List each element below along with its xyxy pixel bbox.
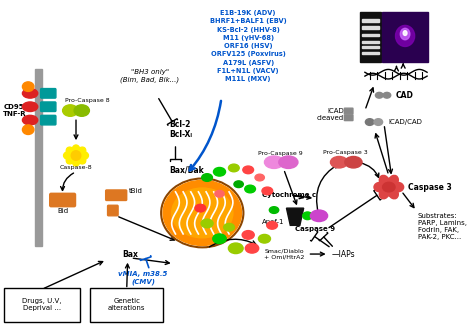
Ellipse shape xyxy=(71,151,81,160)
Text: Substrates:
PARP, Lamins,
Fodrin, FAK,
PAK-2, PKC...: Substrates: PARP, Lamins, Fodrin, FAK, P… xyxy=(418,213,466,240)
Bar xyxy=(362,19,379,22)
Ellipse shape xyxy=(383,93,391,98)
Ellipse shape xyxy=(22,89,38,98)
Ellipse shape xyxy=(224,223,235,231)
Polygon shape xyxy=(286,208,304,225)
Ellipse shape xyxy=(279,156,298,168)
Ellipse shape xyxy=(74,105,90,116)
FancyBboxPatch shape xyxy=(50,193,75,207)
Ellipse shape xyxy=(374,182,386,192)
Text: Caspase-8: Caspase-8 xyxy=(60,165,92,170)
Bar xyxy=(35,69,42,246)
Ellipse shape xyxy=(22,115,38,125)
Bar xyxy=(362,46,379,48)
Ellipse shape xyxy=(375,93,383,98)
FancyBboxPatch shape xyxy=(108,205,118,216)
Text: E1B-19K (ADV)
BHRF1+BALF1 (EBV)
KS-Bcl-2 (HHV-8)
M11 (γHV-68)
ORF16 (HSV)
ORFV12: E1B-19K (ADV) BHRF1+BALF1 (EBV) KS-Bcl-2… xyxy=(210,10,287,82)
Ellipse shape xyxy=(172,188,233,238)
Ellipse shape xyxy=(391,182,404,192)
Ellipse shape xyxy=(255,174,264,181)
Ellipse shape xyxy=(201,219,213,228)
Text: vMIA, m38.5
(CMV): vMIA, m38.5 (CMV) xyxy=(118,271,168,285)
Bar xyxy=(382,12,428,62)
Ellipse shape xyxy=(269,207,279,213)
Ellipse shape xyxy=(267,221,277,229)
Bar xyxy=(362,26,379,29)
Ellipse shape xyxy=(77,155,86,164)
Text: Bid: Bid xyxy=(57,208,68,214)
Text: Genetic
alterations: Genetic alterations xyxy=(108,298,146,311)
FancyBboxPatch shape xyxy=(41,89,56,98)
Text: tBid: tBid xyxy=(128,188,143,194)
Ellipse shape xyxy=(401,28,410,40)
Ellipse shape xyxy=(388,187,398,199)
Ellipse shape xyxy=(22,82,34,92)
FancyBboxPatch shape xyxy=(41,102,56,112)
Ellipse shape xyxy=(264,156,283,168)
Ellipse shape xyxy=(79,152,89,159)
Ellipse shape xyxy=(72,156,80,166)
Text: "BH3 only"
(Bim, Bad, Bik...): "BH3 only" (Bim, Bad, Bik...) xyxy=(120,69,179,83)
Ellipse shape xyxy=(395,25,415,46)
Ellipse shape xyxy=(262,187,273,195)
Ellipse shape xyxy=(63,105,78,116)
Text: Bax/Bak: Bax/Bak xyxy=(169,165,203,174)
Text: Caspase 9: Caspase 9 xyxy=(295,226,335,232)
Bar xyxy=(362,41,379,43)
Text: Bax: Bax xyxy=(123,249,138,259)
Ellipse shape xyxy=(213,167,226,176)
Ellipse shape xyxy=(202,174,212,181)
Ellipse shape xyxy=(374,119,383,125)
Text: Bcl-2
Bcl-Xₗ: Bcl-2 Bcl-Xₗ xyxy=(169,120,192,139)
Bar xyxy=(362,34,379,36)
Ellipse shape xyxy=(213,234,226,243)
Ellipse shape xyxy=(22,125,34,135)
Text: CD95,
TNF-R: CD95, TNF-R xyxy=(3,104,27,117)
Ellipse shape xyxy=(22,102,38,112)
FancyBboxPatch shape xyxy=(91,288,163,322)
Ellipse shape xyxy=(163,180,241,245)
Ellipse shape xyxy=(246,243,259,253)
Text: Caspase 3: Caspase 3 xyxy=(408,183,452,192)
Ellipse shape xyxy=(66,147,75,156)
Text: Apaf-1: Apaf-1 xyxy=(262,218,284,224)
Ellipse shape xyxy=(228,164,239,172)
Text: Smac/Diablo
+ Omi/HtrA2: Smac/Diablo + Omi/HtrA2 xyxy=(264,248,305,260)
Ellipse shape xyxy=(330,156,348,168)
Ellipse shape xyxy=(77,147,86,156)
Ellipse shape xyxy=(303,212,312,220)
Text: Cytochrome c: Cytochrome c xyxy=(262,192,316,198)
Ellipse shape xyxy=(215,190,224,197)
Ellipse shape xyxy=(228,243,243,254)
Bar xyxy=(362,52,379,54)
Text: Drugs, U.V,
Deprival ...: Drugs, U.V, Deprival ... xyxy=(22,298,61,311)
Ellipse shape xyxy=(245,185,255,193)
Ellipse shape xyxy=(310,210,328,221)
Bar xyxy=(360,12,381,62)
Text: ICAD
cleaved: ICAD cleaved xyxy=(317,108,344,121)
Ellipse shape xyxy=(403,31,407,35)
Ellipse shape xyxy=(234,181,243,188)
Ellipse shape xyxy=(379,175,390,187)
Text: CAD: CAD xyxy=(395,91,413,100)
FancyBboxPatch shape xyxy=(41,115,56,125)
Ellipse shape xyxy=(195,204,206,212)
Ellipse shape xyxy=(383,182,395,192)
Text: Pro-Caspase 8: Pro-Caspase 8 xyxy=(65,99,110,104)
Text: Pro-Caspase 3: Pro-Caspase 3 xyxy=(323,150,368,155)
Ellipse shape xyxy=(72,145,80,155)
Text: Pro-Caspase 9: Pro-Caspase 9 xyxy=(258,151,303,156)
Ellipse shape xyxy=(345,156,362,168)
Ellipse shape xyxy=(379,187,390,199)
Ellipse shape xyxy=(66,155,75,164)
FancyBboxPatch shape xyxy=(344,108,353,114)
FancyBboxPatch shape xyxy=(344,115,353,121)
Ellipse shape xyxy=(243,166,254,174)
FancyBboxPatch shape xyxy=(106,190,127,200)
Ellipse shape xyxy=(242,230,254,239)
Ellipse shape xyxy=(64,152,73,159)
Ellipse shape xyxy=(258,234,271,243)
Ellipse shape xyxy=(365,119,374,125)
Text: ICAD/CAD: ICAD/CAD xyxy=(389,119,423,125)
FancyBboxPatch shape xyxy=(4,288,80,322)
